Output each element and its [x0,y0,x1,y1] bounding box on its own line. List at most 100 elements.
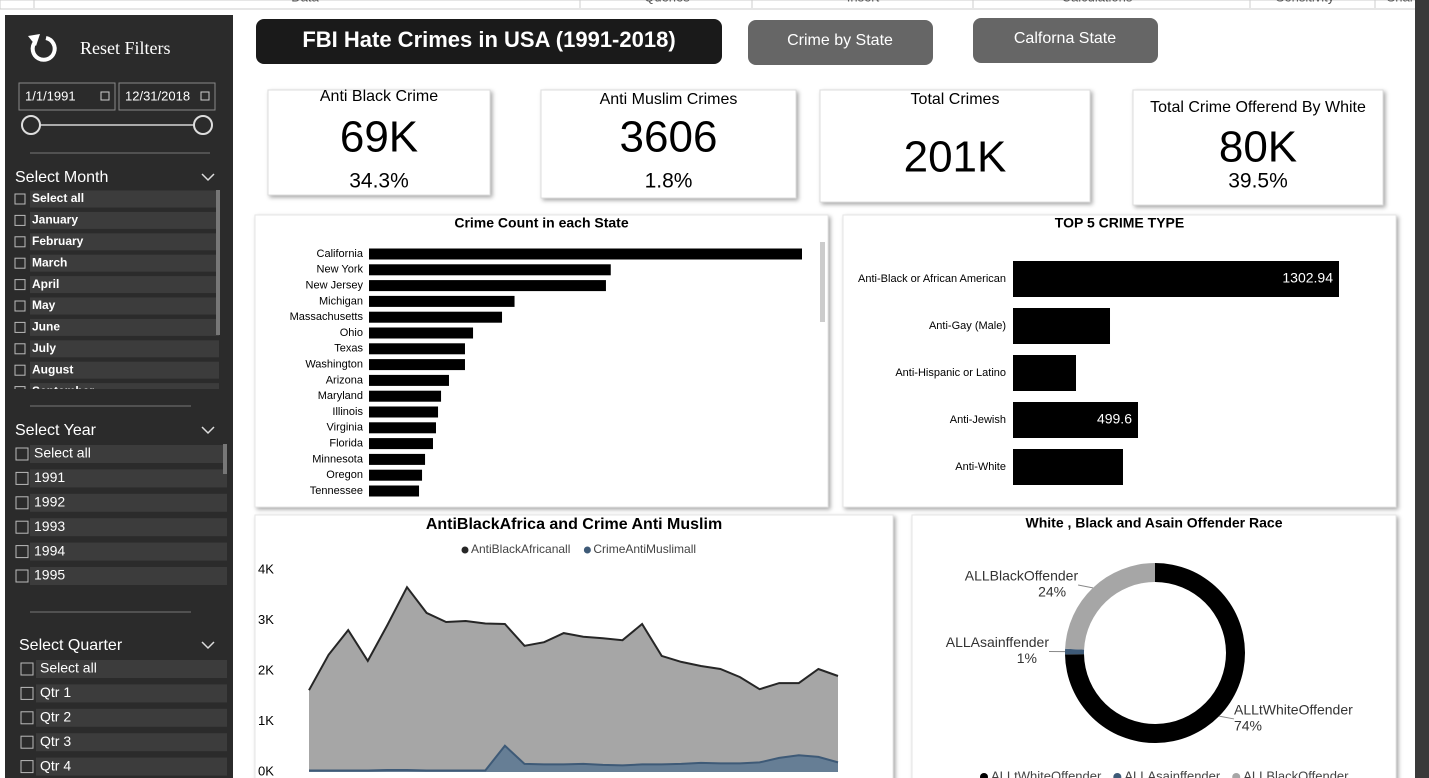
chevron[interactable] [201,173,215,182]
category-label: Michigan [319,295,363,307]
filter-item[interactable]: September [32,384,94,398]
bar [369,438,433,450]
filter-list: Select all Qtr 1 Qtr 2 Qtr 3 Qtr 4 [20,660,227,776]
filter-item[interactable]: Select all [34,445,91,461]
nav-button[interactable] [748,20,933,65]
checkbox[interactable] [15,545,29,559]
bar [369,295,515,307]
chevron[interactable] [201,641,215,650]
category-label: Maryland [318,390,363,402]
filter-item[interactable]: January [32,213,78,227]
category-label: California [317,248,364,260]
filter-item[interactable]: Select all [40,660,97,676]
slice-value: 1% [1017,650,1037,666]
checkbox[interactable] [20,735,34,749]
checkbox[interactable] [20,686,34,700]
filter-item[interactable]: 1994 [34,542,65,558]
checkbox[interactable] [14,300,26,312]
bar [369,359,465,371]
legend-label: ALLtWhiteOffender [991,768,1102,778]
checkbox[interactable] [14,364,26,376]
filter-item[interactable]: February [32,234,84,248]
checkbox[interactable] [15,471,29,485]
filter-item[interactable]: May [32,298,56,312]
tab[interactable]: Sensitivity [1276,0,1335,4]
filter-item[interactable]: 1995 [34,567,65,583]
slider-handle[interactable] [193,115,213,135]
tab[interactable]: Queries [644,0,690,4]
checkbox[interactable] [14,343,26,355]
filter-item[interactable]: June [32,320,60,334]
date-box[interactable] [18,82,116,111]
filter-list: Select all January February March April May Ju… [14,190,219,398]
filter-item[interactable]: 1992 [34,494,65,510]
calendar-icon [100,91,110,101]
filter-item[interactable]: April [32,277,59,291]
slider-handle[interactable] [21,115,41,135]
checkbox[interactable] [14,279,26,291]
tab[interactable]: Calculations [1062,0,1133,4]
legend-marker [980,773,988,778]
checkbox[interactable] [15,569,29,583]
filter-item[interactable]: Qtr 1 [40,684,71,700]
checkbox[interactable] [20,711,34,725]
checkbox[interactable] [14,321,26,333]
bar [369,280,606,292]
checkbox[interactable] [20,760,34,774]
legend-label: ALLAsainffender [1124,768,1221,778]
card-percent: 1.8% [645,170,693,193]
area-fill [309,745,838,772]
bar [369,469,423,481]
checkbox[interactable] [14,386,26,397]
y-tick-label: 2K [258,662,274,677]
filter-item[interactable]: August [32,362,73,376]
reset-icon[interactable] [28,34,57,62]
checkbox[interactable] [14,236,26,248]
bar [1013,355,1077,391]
chart-scrollbar [820,242,825,322]
chevron[interactable] [201,426,215,435]
legend-label: ALLBlackOffender [1243,768,1349,778]
nav-button-label[interactable]: Crime by State [787,32,893,49]
top-bar [0,0,1429,10]
donut-slice [1065,648,1085,655]
date-box[interactable] [118,82,216,111]
nav-button-label[interactable]: Calforna State [1014,30,1116,47]
bar [369,311,503,323]
filter-item[interactable]: Qtr 2 [40,709,71,725]
filter-item[interactable]: 1993 [34,518,65,534]
tab[interactable]: Insert [847,0,880,4]
slice-value: 74% [1234,718,1262,734]
card [540,89,797,199]
filter-item[interactable]: Select all [32,191,84,205]
bar [369,374,449,386]
filter-item[interactable]: 1991 [34,469,65,485]
checkbox[interactable] [15,447,29,461]
nav-button[interactable] [973,18,1158,63]
slice-label: ALLBlackOffender [965,568,1079,584]
checkbox[interactable] [14,214,26,226]
filter-item[interactable]: Qtr 3 [40,733,71,749]
tab[interactable]: Share [1387,0,1422,4]
checkbox[interactable] [15,496,29,510]
checkbox[interactable] [14,193,26,205]
category-label: Anti-Jewish [950,414,1006,426]
item-bg [30,318,219,336]
date-input: 12/31/2018 [125,88,190,103]
checkbox[interactable] [15,520,29,534]
filter-item[interactable]: July [32,341,56,355]
item-bg [30,445,227,463]
bar [369,248,802,260]
data-label: 499.6 [1097,411,1132,427]
bar [369,390,442,402]
legend-marker [583,546,591,554]
checkbox[interactable] [20,662,34,676]
filter-item[interactable]: March [32,255,67,269]
tab[interactable]: Data [291,0,319,4]
filter-item[interactable]: Qtr 4 [40,757,71,773]
line [308,585,839,691]
bar [369,406,439,418]
legend-label: AntiBlackAfricanall [471,542,570,556]
checkbox[interactable] [14,257,26,269]
reset-filters[interactable]: Reset Filters [80,38,171,58]
